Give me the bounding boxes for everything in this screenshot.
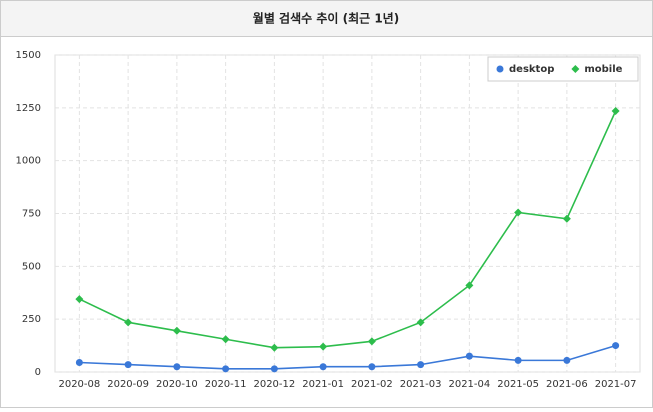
y-tick-label: 0 [35,367,41,378]
point [75,358,83,366]
y-tick-label: 250 [22,314,41,325]
point [416,318,425,327]
point [124,318,133,327]
chart-title: 월별 검색수 추이 (최근 1년) [253,11,399,26]
point [514,356,522,364]
title-bar [0,0,653,37]
point [496,65,504,73]
x-tick-label: 2021-05 [497,379,539,390]
point [368,363,376,371]
point [563,356,571,364]
point [465,352,473,360]
point [270,343,279,352]
y-tick-label: 500 [22,261,41,272]
x-tick-label: 2020-10 [156,379,198,390]
point [172,326,181,335]
x-tick-label: 2020-09 [107,379,149,390]
y-tick-label: 1000 [16,156,41,167]
point [124,361,132,369]
point [465,281,474,290]
point [571,65,580,73]
x-tick-label: 2021-03 [400,379,442,390]
x-tick-label: 2021-01 [302,379,344,390]
point [173,363,181,371]
point [612,342,620,350]
point [222,365,230,373]
point [417,361,425,369]
point [319,342,328,351]
point [270,365,278,373]
x-tick-label: 2021-04 [448,379,490,390]
legend-label: desktop [509,64,554,75]
x-tick-label: 2021-02 [351,379,393,390]
y-tick-label: 1500 [16,50,41,61]
point [514,208,523,217]
x-tick-label: 2021-06 [546,379,588,390]
x-tick-label: 2021-07 [595,379,637,390]
legend-label: mobile [584,64,622,75]
point [611,107,620,116]
point [75,295,84,304]
x-tick-label: 2020-11 [205,379,247,390]
legend-box [487,56,639,82]
point [319,363,327,371]
x-tick-label: 2020-12 [253,379,295,390]
series-line [79,110,617,349]
point [367,337,376,346]
y-tick-label: 750 [22,209,41,220]
x-tick-label: 2020-08 [58,379,100,390]
point [221,335,230,344]
y-tick-label: 1250 [16,103,41,114]
series-line [79,344,616,370]
point [562,214,571,223]
